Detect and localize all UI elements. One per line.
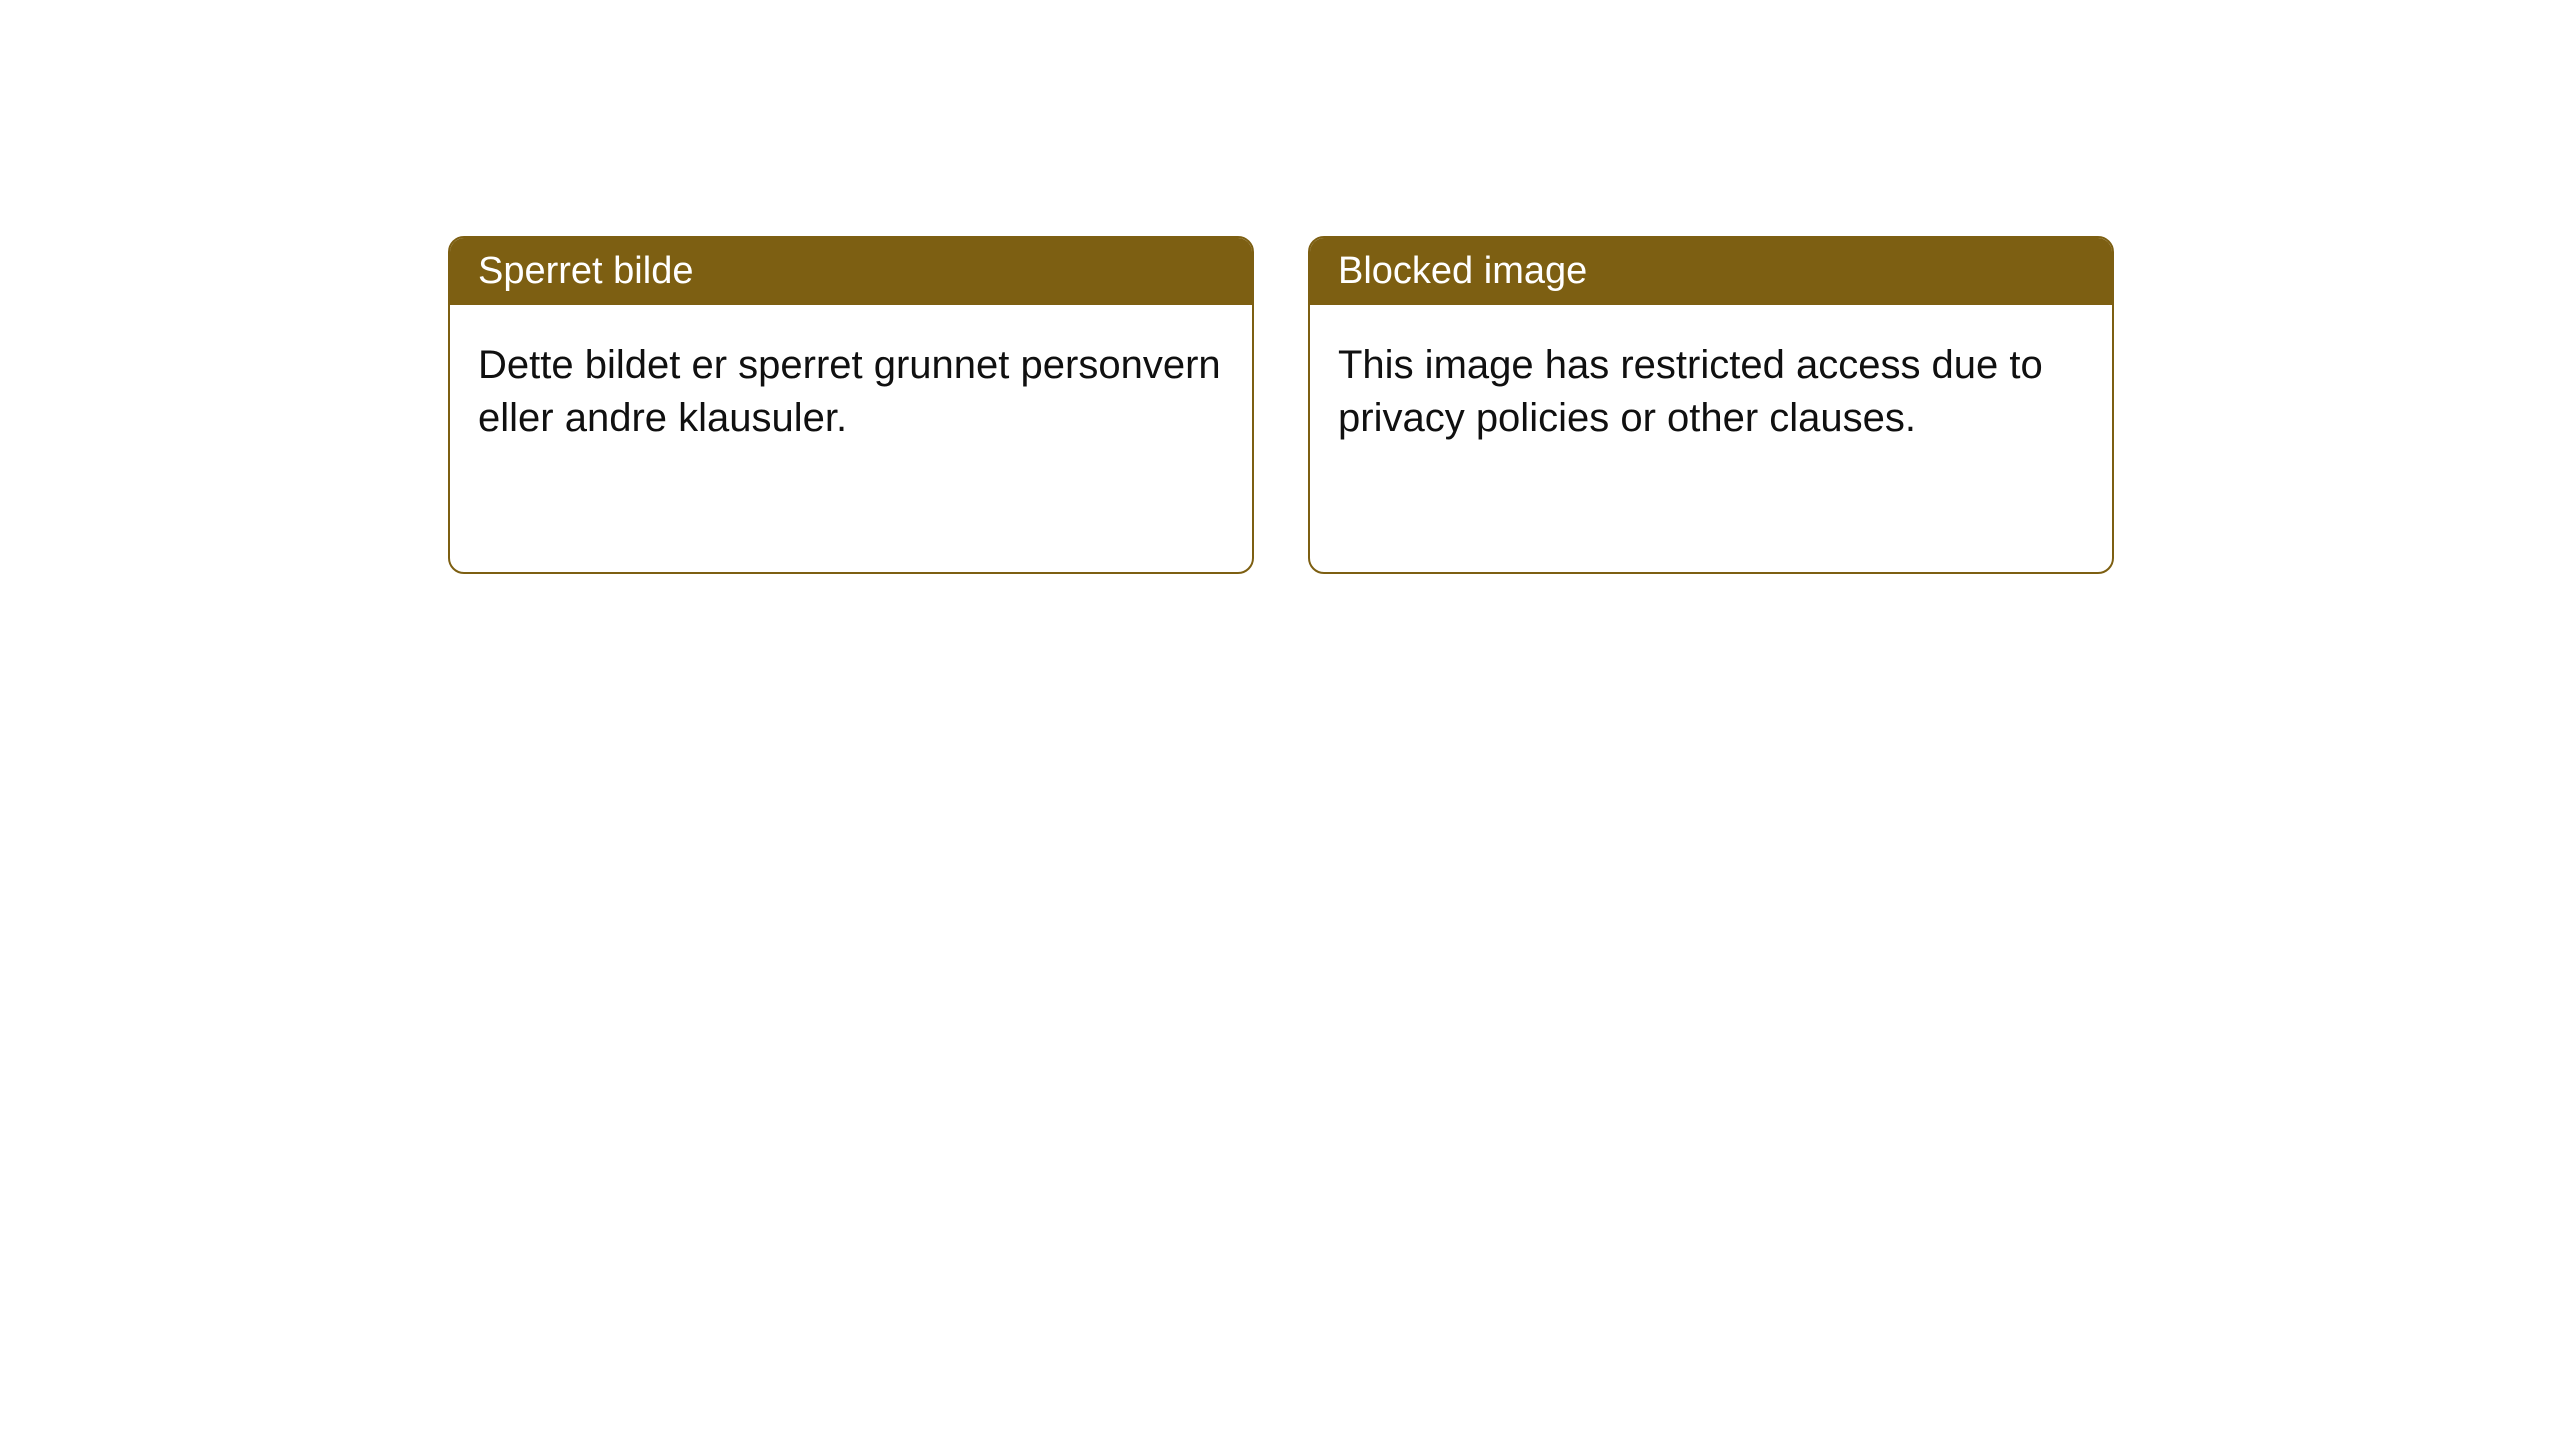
notice-card-body: This image has restricted access due to … — [1310, 305, 2112, 479]
notice-card-header: Sperret bilde — [450, 238, 1252, 305]
notice-cards-container: Sperret bilde Dette bildet er sperret gr… — [448, 236, 2114, 574]
notice-card-english: Blocked image This image has restricted … — [1308, 236, 2114, 574]
notice-card-body: Dette bildet er sperret grunnet personve… — [450, 305, 1252, 479]
notice-card-header: Blocked image — [1310, 238, 2112, 305]
notice-card-norwegian: Sperret bilde Dette bildet er sperret gr… — [448, 236, 1254, 574]
